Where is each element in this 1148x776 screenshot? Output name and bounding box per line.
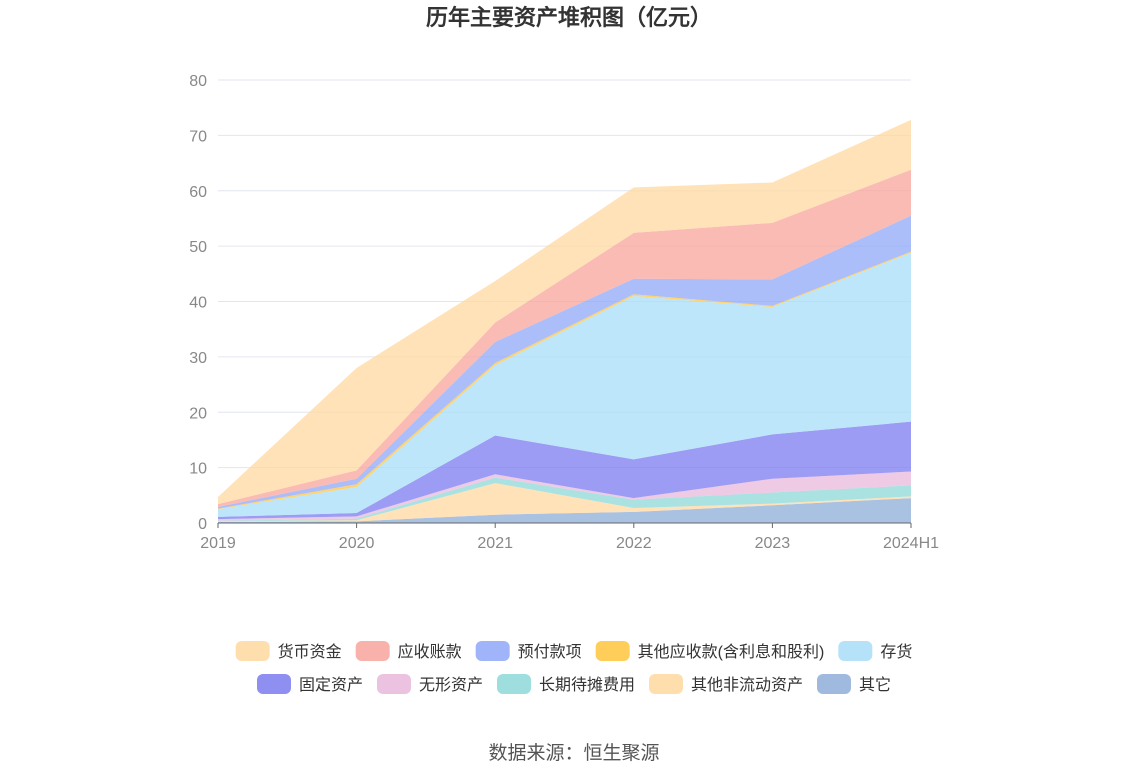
x-tick-label: 2024H1 xyxy=(883,535,939,552)
legend-label: 无形资产 xyxy=(419,676,483,694)
legend-item[interactable]: 应收账款 xyxy=(355,641,462,661)
legend-swatch xyxy=(256,674,291,694)
legend-swatch xyxy=(376,674,411,694)
legend-item[interactable]: 其他非流动资产 xyxy=(649,674,803,694)
legend-label: 应收账款 xyxy=(398,642,462,661)
legend-item[interactable]: 其它 xyxy=(817,674,891,694)
legend-swatch xyxy=(475,641,510,661)
legend-item[interactable]: 其他应收款(含利息和股利) xyxy=(595,641,825,661)
legend-label: 存货 xyxy=(880,643,912,661)
area-series xyxy=(218,169,911,507)
legend-swatch xyxy=(838,641,873,661)
area-series xyxy=(218,498,911,523)
source-note: 数据来源：恒生聚源 xyxy=(488,743,660,764)
legend-item[interactable]: 长期待摊费用 xyxy=(496,674,635,694)
area-series xyxy=(218,477,911,522)
legend-swatch xyxy=(355,641,390,661)
y-tick-label: 0 xyxy=(198,516,207,533)
area-series xyxy=(218,421,911,520)
x-tick-label: 2021 xyxy=(477,535,513,552)
area-series xyxy=(218,252,911,517)
legend-swatch xyxy=(496,674,531,694)
legend-swatch xyxy=(595,641,630,661)
x-tick-label: 2023 xyxy=(755,535,791,552)
legend-label: 长期待摊费用 xyxy=(539,676,635,694)
x-tick-label: 2019 xyxy=(200,535,236,552)
legend-swatch xyxy=(649,674,684,694)
y-tick-label: 70 xyxy=(189,128,207,145)
legend-item[interactable]: 预付款项 xyxy=(475,641,582,661)
legend-item[interactable]: 固定资产 xyxy=(256,674,363,694)
legend-swatch xyxy=(817,674,852,694)
legend-label: 固定资产 xyxy=(299,676,363,694)
x-tick-label: 2020 xyxy=(339,535,375,552)
area-series xyxy=(218,483,911,522)
x-tick-label: 2022 xyxy=(616,535,652,552)
legend-item[interactable]: 存货 xyxy=(838,641,912,661)
legend-label: 其他应收款(含利息和股利) xyxy=(638,642,825,661)
axes: 0 10 20 30 40 50 60 70 80 2019 2020 2021 2022 2023 202… xyxy=(189,73,939,552)
y-tick-label: 10 xyxy=(189,461,207,478)
legend-label: 预付款项 xyxy=(518,643,582,661)
legend-swatch xyxy=(235,641,270,661)
y-tick-label: 40 xyxy=(189,295,207,312)
legend-label: 货币资金 xyxy=(278,643,342,661)
area-series xyxy=(218,119,911,505)
y-tick-label: 30 xyxy=(189,350,207,367)
y-tick-label: 60 xyxy=(189,184,207,201)
area-series xyxy=(218,471,911,521)
legend-label: 其它 xyxy=(859,676,891,694)
y-tick-label: 80 xyxy=(189,73,207,90)
y-tick-label: 20 xyxy=(189,405,207,422)
chart-title: 历年主要资产堆积图（亿元） xyxy=(426,5,712,30)
area-series xyxy=(218,215,911,509)
legend-item[interactable]: 无形资产 xyxy=(376,674,483,694)
stacked-areas xyxy=(218,119,911,523)
legend-item[interactable]: 货币资金 xyxy=(235,641,342,661)
y-tick-label: 50 xyxy=(189,239,207,256)
legend-label: 其他非流动资产 xyxy=(691,676,803,694)
